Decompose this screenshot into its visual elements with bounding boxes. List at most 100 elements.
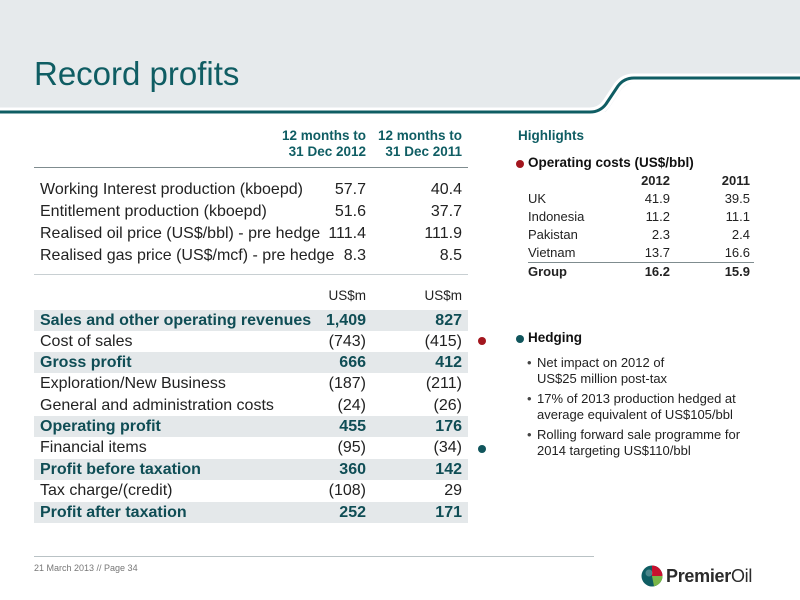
table-row: Financial items (95) (34) xyxy=(34,437,468,458)
row-label: Profit before taxation xyxy=(40,461,201,478)
table-row: Tax charge/(credit) (108) 29 xyxy=(34,480,468,501)
value-2011: 412 xyxy=(435,354,462,371)
cost-row: Vietnam 13.7 16.6 xyxy=(528,244,754,262)
highlights-title: Highlights xyxy=(518,128,584,143)
value-2011: 176 xyxy=(435,418,462,435)
value-2012: 252 xyxy=(339,504,366,521)
table-row: Working Interest production (kboepd) 57.… xyxy=(34,179,468,200)
header-swoosh xyxy=(0,73,800,125)
value-2012: 1,409 xyxy=(325,312,366,329)
cost-row: Pakistan 2.3 2.4 xyxy=(528,226,754,244)
row-label: Working Interest production (kboepd) xyxy=(40,181,303,198)
section-divider xyxy=(34,274,468,275)
hedging-bullet: Net impact on 2012 of US$25 million post… xyxy=(527,355,777,387)
table-row: Profit after taxation 252 171 xyxy=(34,502,468,523)
cost-country: UK xyxy=(528,191,547,206)
value-2012: 57.7 xyxy=(334,181,366,198)
table-row: Realised oil price (US$/bbl) - pre hedge… xyxy=(34,223,468,244)
row-label: Cost of sales xyxy=(40,333,133,350)
value-2012: 666 xyxy=(339,354,366,371)
value-2011: 171 xyxy=(435,504,462,521)
value-2012: (95) xyxy=(337,439,366,456)
value-2011: 40.4 xyxy=(430,181,462,198)
table-row: General and administration costs (24) (2… xyxy=(34,395,468,416)
cost-group-2012: 16.2 xyxy=(644,264,670,279)
hedging-list: Net impact on 2012 of US$25 million post… xyxy=(527,355,777,463)
cost-2011: 16.6 xyxy=(724,245,750,260)
cost-country: Vietnam xyxy=(528,245,576,260)
header-divider xyxy=(34,167,468,168)
hedging-line: 17% of 2013 production hedged at xyxy=(537,391,736,406)
value-2011: (34) xyxy=(433,439,462,456)
logo-word-premier: Premier xyxy=(666,566,731,586)
row-label: Profit after taxation xyxy=(40,504,187,521)
cost-country: Pakistan xyxy=(528,227,578,242)
row-label: Gross profit xyxy=(40,354,132,371)
value-2011: 111.9 xyxy=(424,225,462,242)
value-2012: 51.6 xyxy=(334,203,366,220)
units-2011: US$m xyxy=(424,288,462,303)
table-row: Cost of sales (743) (415) xyxy=(34,331,468,352)
row-label: General and administration costs xyxy=(40,397,274,414)
cost-header-row: 2012 2011 xyxy=(528,172,754,190)
value-2011: 29 xyxy=(444,482,462,499)
row-label: Exploration/New Business xyxy=(40,375,226,392)
cost-group-2011: 15.9 xyxy=(724,264,750,279)
cost-2012: 13.7 xyxy=(644,245,670,260)
value-2011: (415) xyxy=(424,333,462,350)
table-row: Operating profit 455 176 xyxy=(34,416,468,437)
column-header-2011: 12 months to 31 Dec 2011 xyxy=(362,128,462,160)
column-header-line: 31 Dec 2011 xyxy=(385,144,462,159)
page-title: Record profits xyxy=(34,55,240,92)
row-label: Realised oil price (US$/bbl) - pre hedge xyxy=(40,225,321,242)
operating-costs-table: 2012 2011 UK 41.9 39.5 Indonesia 11.2 11… xyxy=(528,172,754,280)
value-2011: (26) xyxy=(433,397,462,414)
cost-header-2011: 2011 xyxy=(721,173,750,188)
value-2012: (187) xyxy=(328,375,366,392)
value-2012: 360 xyxy=(339,461,366,478)
value-2012: 111.4 xyxy=(328,225,366,242)
hedging-bullet: 17% of 2013 production hedged at average… xyxy=(527,391,777,423)
value-2011: 8.5 xyxy=(439,247,462,264)
cost-group-label: Group xyxy=(528,264,567,279)
units-2012: US$m xyxy=(328,288,366,303)
hedging-bullet-icon xyxy=(516,335,524,343)
row-label: Financial items xyxy=(40,439,147,456)
logo-word-oil: Oil xyxy=(730,566,753,586)
hedging-title: Hedging xyxy=(528,330,582,345)
value-2011: 827 xyxy=(435,312,462,329)
cost-2011: 11.1 xyxy=(725,209,750,224)
column-header-line: 12 months to xyxy=(377,128,462,143)
table-row: Sales and other operating revenues 1,409… xyxy=(34,310,468,331)
cost-group-row: Group 16.2 15.9 xyxy=(528,262,754,280)
hedging-line: average equivalent of US$105/bbl xyxy=(537,407,733,422)
column-header-line: 12 months to xyxy=(281,128,366,143)
value-2012: (24) xyxy=(337,397,366,414)
value-2012: (743) xyxy=(328,333,366,350)
table-row: Exploration/New Business (187) (211) xyxy=(34,373,468,394)
row-label: Realised gas price (US$/mcf) - pre hedge xyxy=(40,247,335,264)
cost-2012: 11.2 xyxy=(645,209,670,224)
value-2012: (108) xyxy=(328,482,366,499)
value-2011: 142 xyxy=(435,461,462,478)
value-2012: 8.3 xyxy=(343,247,366,264)
hedging-bullet: Rolling forward sale programme for 2014 … xyxy=(527,427,777,459)
pointer-dot-teal xyxy=(478,445,486,453)
cost-2011: 39.5 xyxy=(724,191,750,206)
pointer-dot-red xyxy=(478,337,486,345)
hedging-line: Rolling forward sale programme for xyxy=(537,427,741,442)
cost-2011: 2.4 xyxy=(731,227,750,242)
cost-country: Indonesia xyxy=(528,209,585,224)
logo-globe-icon xyxy=(641,565,663,587)
cost-2012: 2.3 xyxy=(651,227,670,242)
logo-wordmark: PremierOil xyxy=(666,566,752,587)
cost-2012: 41.9 xyxy=(644,191,670,206)
table-row: Profit before taxation 360 142 xyxy=(34,459,468,480)
hedging-line: US$25 million post-tax xyxy=(537,371,668,386)
cost-row: Indonesia 11.2 11.1 xyxy=(528,208,754,226)
row-label: Entitlement production (kboepd) xyxy=(40,203,267,220)
table-row: Realised gas price (US$/mcf) - pre hedge… xyxy=(34,245,468,266)
cost-header-2012: 2012 xyxy=(641,173,670,188)
row-label: Sales and other operating revenues xyxy=(40,312,312,329)
table-row: Gross profit 666 412 xyxy=(34,352,468,373)
